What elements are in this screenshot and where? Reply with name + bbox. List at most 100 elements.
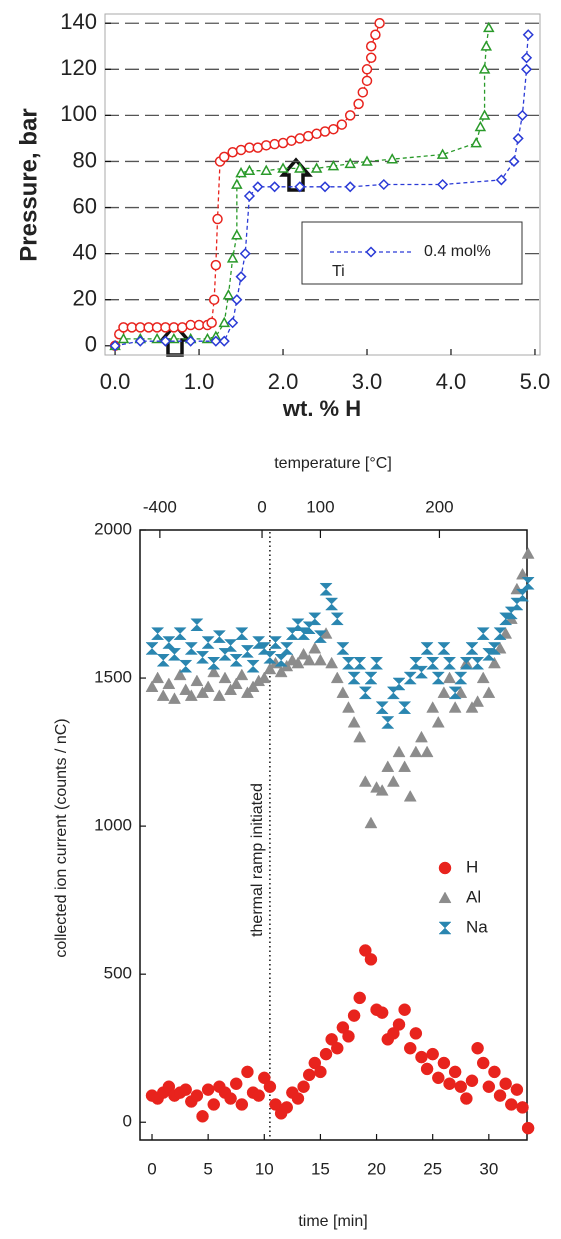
marker [403,1041,417,1055]
marker [206,317,217,328]
marker [365,52,377,64]
legend-label: 0.4 mol% [424,243,491,260]
marker [151,627,165,640]
marker [353,657,367,670]
marker [241,1065,254,1079]
marker [231,178,243,189]
marker [420,745,434,758]
marker [327,160,340,171]
marker [438,861,452,875]
marker [375,784,389,796]
marker [246,680,260,692]
y-axis-label: collected ion current (counts / nC) [53,718,70,957]
marker [448,701,462,713]
marker [508,155,520,168]
marker [476,671,490,684]
marker [308,612,322,626]
marker [325,656,339,669]
marker [341,657,356,670]
marker [328,123,339,135]
x-tick-label: 5.0 [520,369,551,394]
x-tick-label: 0 [147,1159,156,1178]
marker [353,991,366,1005]
marker [409,745,423,758]
marker [493,627,507,640]
marker [387,1027,400,1040]
marker [223,639,238,652]
y-tick-label: 2000 [94,519,132,538]
series-line [114,22,381,347]
marker [286,135,297,146]
x-tick-label: 20 [367,1159,386,1178]
marker [336,686,350,698]
marker [474,120,487,132]
marker [374,17,385,29]
marker [196,686,209,698]
marker [443,671,456,684]
marker [358,775,372,787]
marker [260,164,273,176]
marker [361,75,373,87]
marker [336,1021,350,1034]
marker [353,730,367,743]
marker [460,1092,473,1105]
marker [179,683,193,695]
marker [392,677,406,691]
marker [201,1083,215,1096]
x-tick-label: 0.0 [100,369,131,394]
marker [162,1080,176,1093]
marker [381,760,395,772]
marker [365,41,377,52]
marker [294,162,306,173]
marker [426,657,440,670]
marker [347,715,361,728]
marker [229,654,243,667]
marker [415,730,428,743]
x-tick-label: 15 [311,1159,330,1178]
marker [342,1030,355,1043]
marker [156,654,170,667]
marker [358,686,372,700]
marker [505,1098,518,1111]
marker [162,677,176,690]
legend-box [301,221,523,285]
marker [510,1083,524,1096]
marker [212,689,226,701]
legend-label: H [466,857,478,876]
marker [465,1074,479,1088]
marker [274,665,288,678]
marker [516,109,528,121]
marker [495,174,507,186]
marker [195,651,210,664]
marker [347,671,361,685]
marker [207,665,221,678]
marker [398,760,412,772]
marker [521,1121,535,1135]
marker [482,686,496,698]
marker [319,582,333,596]
marker [336,119,348,130]
marker [319,181,331,193]
marker [208,294,220,305]
marker [173,668,187,681]
marker [436,148,449,159]
marker [229,677,243,690]
marker [224,683,238,695]
marker [227,317,239,329]
marker [173,627,187,640]
marker [437,686,451,698]
x-axis-label: wt. % H [282,396,361,421]
marker [431,671,445,685]
marker [269,138,280,150]
marker [499,627,513,639]
marker [184,689,198,701]
x-tick-label: 3.0 [352,369,383,394]
marker [409,1027,423,1040]
marker [438,891,452,904]
x-tick-label: 10 [255,1159,274,1178]
marker [269,181,281,193]
marker [145,642,159,655]
marker [375,1006,389,1019]
marker [246,659,260,673]
